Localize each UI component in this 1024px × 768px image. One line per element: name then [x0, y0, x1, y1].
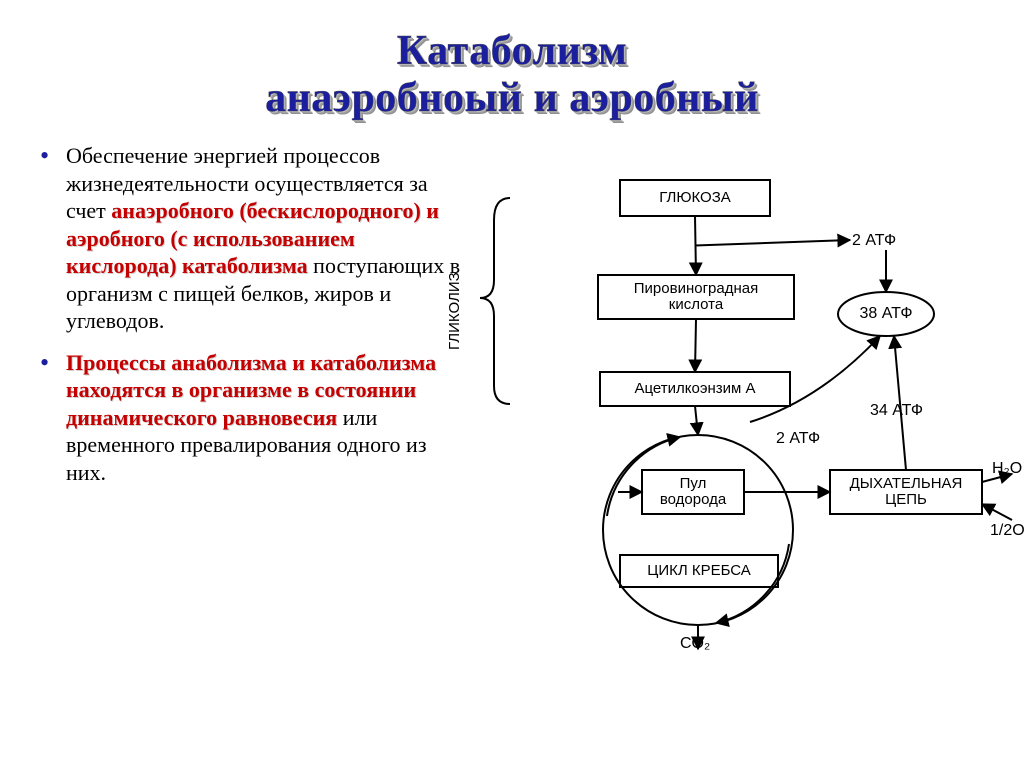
label-atp2_mid: 2 АТФ — [776, 430, 820, 448]
bullet-2-a: Процессы анаболизма и катаболизма находя… — [66, 350, 436, 430]
label-halfO2: 1/2O₂ — [990, 522, 1024, 540]
glycolysis-label: ГЛИКОЛИЗ — [446, 272, 463, 350]
diagram-text-layer: ГЛИКОЛИЗГЛЮКОЗАПировиноградная кислотаАц… — [450, 160, 1024, 680]
bullet-2: Процессы анаболизма и катаболизма находя… — [36, 349, 466, 487]
node-respchain: ДЫХАТЕЛЬНАЯ ЦЕПЬ — [830, 470, 982, 514]
bullet-1: Обеспечение энергией процессов жизнедеят… — [36, 142, 466, 335]
node-hpool: Пул водорода — [642, 470, 744, 514]
label-atp34: 34 АТФ — [870, 402, 923, 420]
label-h2o: H₂O — [992, 460, 1022, 478]
node-pyruvate: Пировиноградная кислота — [598, 275, 794, 319]
label-atp2_top: 2 АТФ — [852, 232, 896, 250]
node-krebs: ЦИКЛ КРЕБСА — [620, 555, 778, 587]
node-acetyl: Ацетилкоэнзим А — [600, 372, 790, 406]
label-co2: CO₂ — [680, 635, 710, 653]
title-line2: анаэробноый и аэробный — [265, 75, 759, 121]
bullet-text-column: Обеспечение энергией процессов жизнедеят… — [36, 142, 466, 500]
atp38-label: 38 АТФ — [838, 292, 934, 336]
title-line1: Катаболизм — [397, 28, 628, 74]
node-glucose: ГЛЮКОЗА — [620, 180, 770, 216]
slide-title: Катаболизм анаэробноый и аэробный — [0, 0, 1024, 122]
